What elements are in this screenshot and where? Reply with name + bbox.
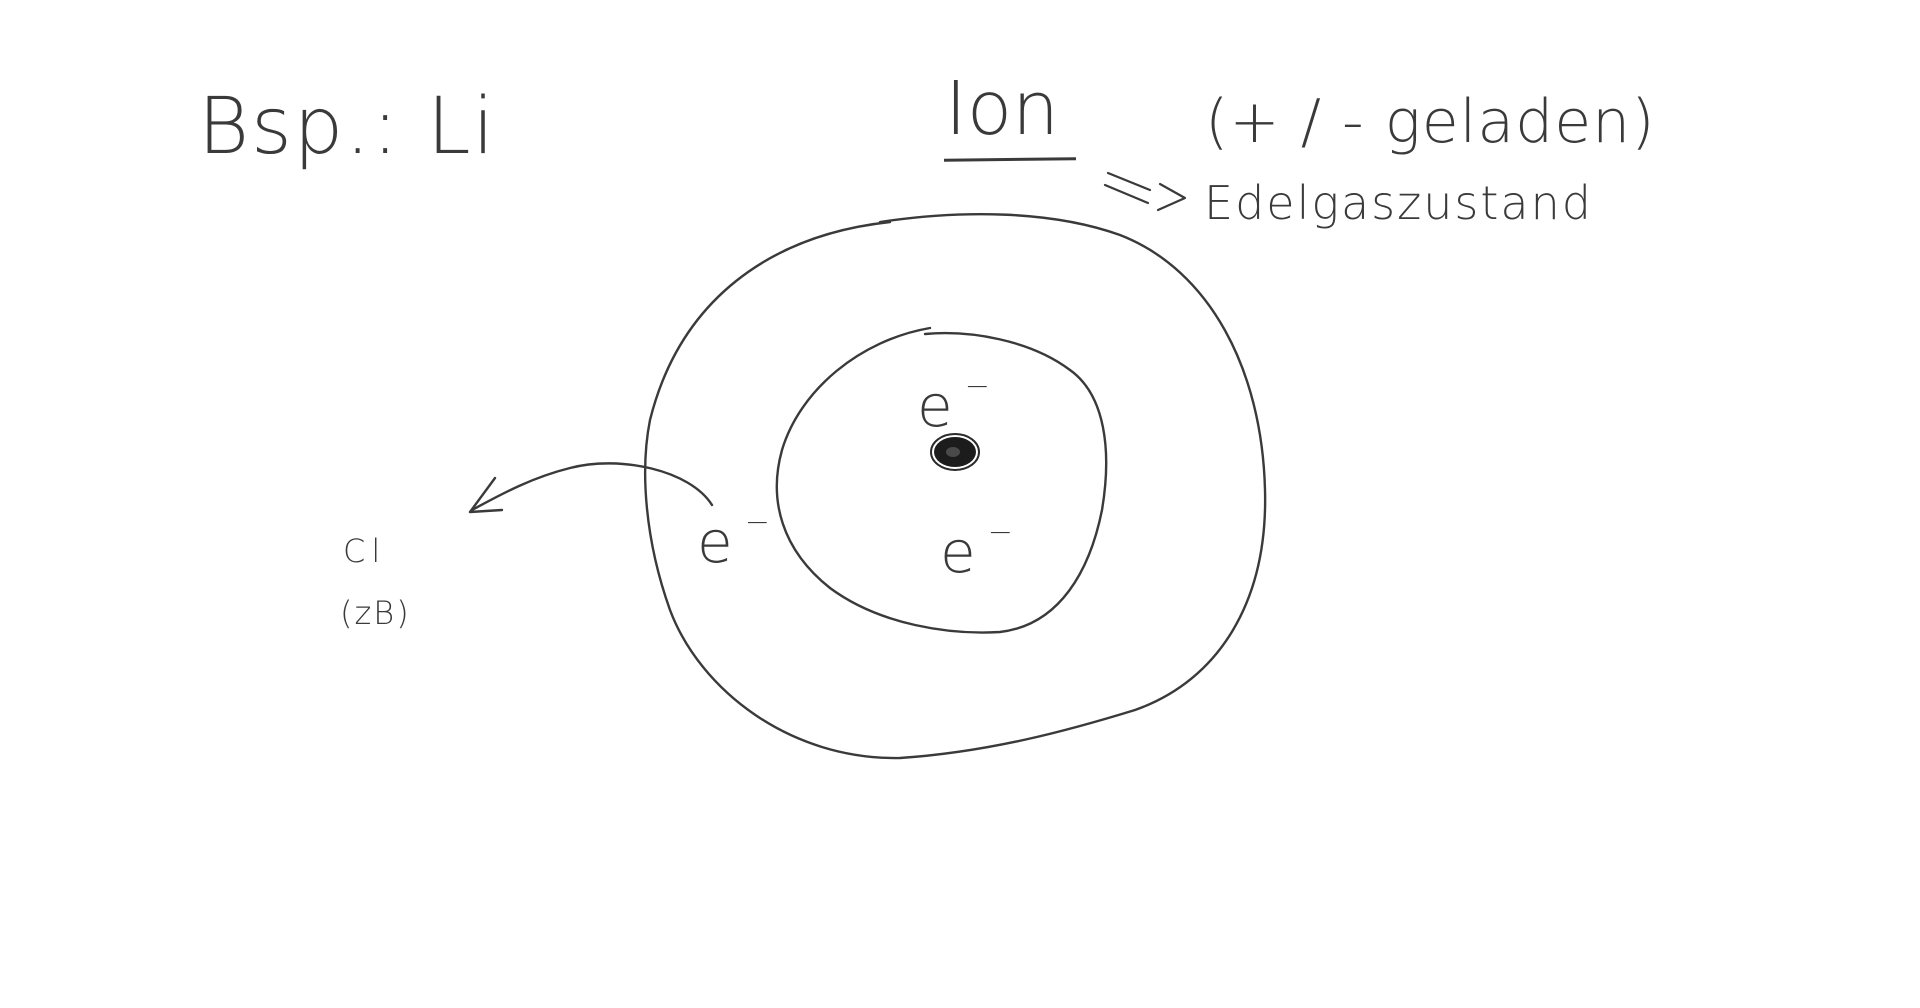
electron-charge: −: [964, 369, 990, 404]
ion-title: Ion: [945, 66, 1059, 152]
transfer-arrow: [470, 462, 714, 512]
noble-gas-state: Edelgaszustand: [1204, 176, 1593, 230]
transfer-arrowhead: [468, 476, 504, 514]
electron-symbol: e: [697, 508, 733, 576]
electron-inner-bottom: e −: [940, 515, 1013, 582]
chlorine-label: Cl: [343, 532, 387, 570]
electron-outer: e −: [697, 505, 770, 572]
inner-shell: [775, 326, 1108, 634]
charge-note: (+ / - geladen): [1205, 87, 1656, 157]
electron-symbol: e: [940, 518, 976, 586]
electron-inner-top: e −: [917, 369, 990, 436]
example-label: Bsp.: Li: [198, 82, 497, 172]
example-note: (zB): [340, 594, 411, 632]
result-arrow: [1103, 171, 1187, 212]
electron-charge: −: [987, 515, 1013, 550]
electron-charge: −: [744, 505, 770, 540]
outer-shell: [644, 213, 1267, 760]
electron-symbol: e: [917, 372, 953, 440]
nucleus: [930, 433, 980, 471]
